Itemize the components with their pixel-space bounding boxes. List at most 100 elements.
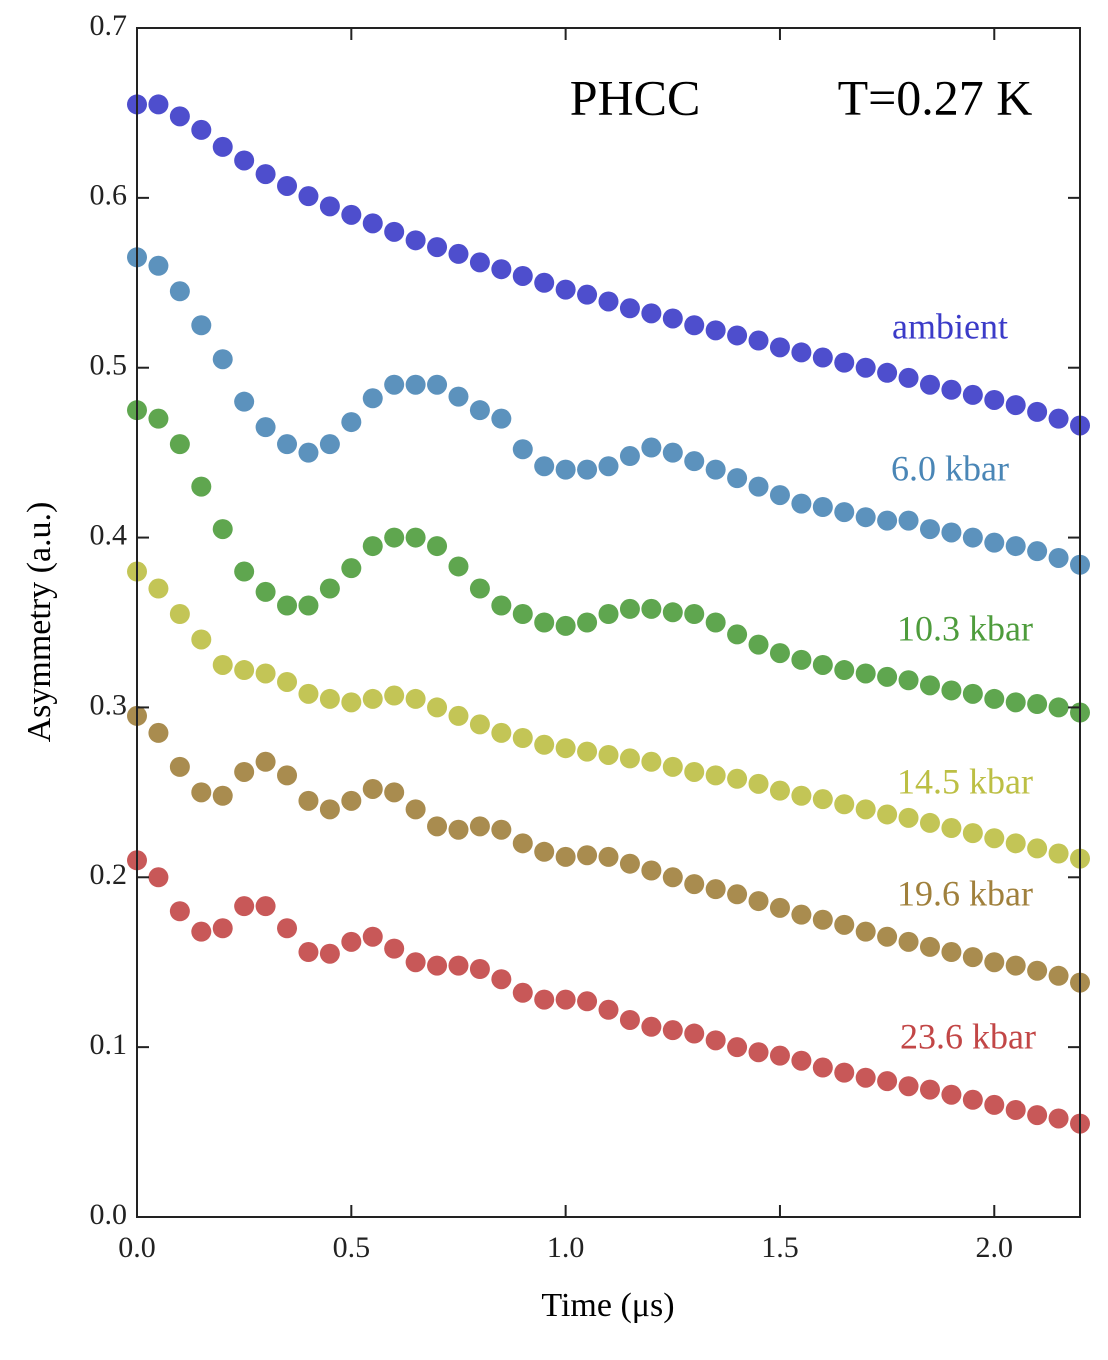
data-point [919,675,940,696]
data-point [512,982,533,1003]
data-point [941,942,962,963]
data-point [662,308,683,329]
data-point [277,434,298,455]
data-point [684,874,705,895]
data-point [812,909,833,930]
data-point [748,330,769,351]
y-tick-label: 0.2 [90,858,128,891]
data-point [448,556,469,577]
data-point [1027,694,1048,715]
data-point [1005,955,1026,976]
data-point [212,785,233,806]
data-point [984,1094,1005,1115]
data-point [855,663,876,684]
data-point [427,374,448,395]
data-point [919,936,940,957]
series-label: 19.6 kbar [897,873,1033,913]
data-point [834,914,855,935]
data-point [448,386,469,407]
data-point [319,688,340,709]
y-tick-label: 0.6 [90,179,128,212]
data-point [684,604,705,625]
data-point [941,379,962,400]
data-point [255,663,276,684]
data-point [834,1062,855,1083]
data-point [362,388,383,409]
data-point [469,714,490,735]
data-point [191,629,212,650]
data-point [598,456,619,477]
data-point [577,459,598,480]
data-point [512,439,533,460]
series-label: 23.6 kbar [900,1016,1036,1056]
data-point [555,738,576,759]
data-point [298,942,319,963]
data-point [277,918,298,939]
data-point [555,615,576,636]
data-point [962,384,983,405]
data-point [255,581,276,602]
data-point [577,741,598,762]
data-point [491,408,512,429]
data-point [491,595,512,616]
y-tick-label: 0.4 [90,518,128,551]
data-point [341,412,362,433]
data-point [834,660,855,681]
data-point [898,807,919,828]
data-point [212,654,233,675]
data-point [362,778,383,799]
data-point [641,1016,662,1037]
data-point [898,670,919,691]
data-point [148,408,169,429]
data-point [791,493,812,514]
data-point [362,213,383,234]
data-point [212,519,233,540]
data-point [727,624,748,645]
data-point [727,325,748,346]
data-point [384,374,405,395]
data-point [384,527,405,548]
data-point [277,671,298,692]
data-point [662,867,683,888]
data-point [341,692,362,713]
data-point [341,558,362,579]
data-point [469,578,490,599]
data-point [662,1020,683,1041]
data-point [598,744,619,765]
data-point [619,853,640,874]
data-point [684,315,705,336]
data-point [555,459,576,480]
data-point [1048,408,1069,429]
data-point [727,468,748,489]
data-point [769,643,790,664]
data-point [941,1084,962,1105]
data-point [577,612,598,633]
data-point [577,284,598,305]
data-point [469,400,490,421]
data-point [855,507,876,528]
data-point [169,756,190,777]
data-point [169,106,190,127]
data-point [1027,960,1048,981]
data-point [148,255,169,276]
data-point [534,612,555,633]
data-point [234,761,255,782]
x-tick-label: 2.0 [976,1231,1014,1264]
data-point [834,502,855,523]
data-point [427,955,448,976]
data-point [319,196,340,217]
data-point [277,765,298,786]
data-point [405,374,426,395]
data-point [984,532,1005,553]
data-point [748,773,769,794]
data-point [577,991,598,1012]
data-point [277,175,298,196]
data-point [491,722,512,743]
data-point [384,782,405,803]
data-point [234,561,255,582]
data-point [362,688,383,709]
y-tick-label: 0.7 [90,9,128,42]
data-point [834,352,855,373]
data-point [277,595,298,616]
data-point [555,989,576,1010]
